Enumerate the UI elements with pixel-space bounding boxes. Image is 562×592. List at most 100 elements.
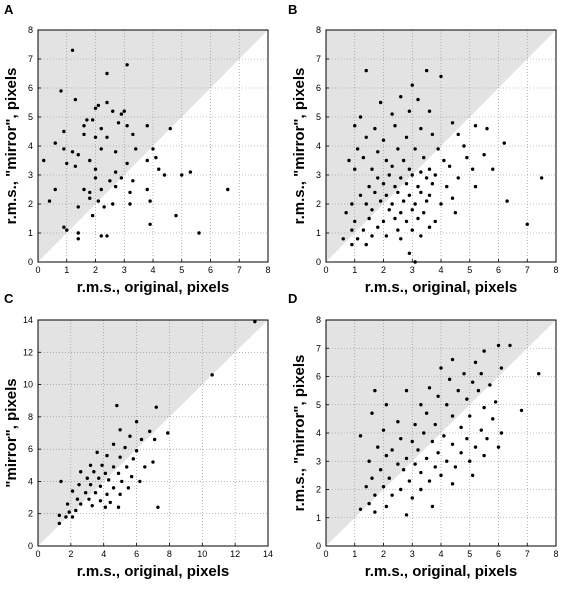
panel-a-point-49 — [88, 190, 92, 195]
panel-d-point-51 — [416, 448, 420, 452]
panel-c-xtick-label-0: 0 — [35, 549, 40, 559]
panel-b-point-8 — [390, 112, 394, 116]
panel-c-point-42 — [93, 491, 98, 495]
panel-a-point-70 — [76, 231, 80, 235]
panel-a-point-43 — [93, 176, 98, 180]
panel-d-point-27 — [424, 411, 429, 415]
panel-c-point-40 — [70, 489, 75, 493]
panel-d-point-50 — [390, 448, 394, 452]
panel-c-point-44 — [118, 492, 122, 497]
panel-d-ytick-label-7: 7 — [316, 343, 321, 353]
panel-d: 0 1 2 3 4 5 6 7 8 0 1 2 3 4 5 6 7 8 r.m.s., original, pixe… — [288, 291, 559, 580]
panel-c-point-38 — [111, 486, 116, 490]
panel-b-point-59 — [416, 184, 420, 189]
panel-a-xtick-label-8: 8 — [265, 265, 270, 275]
panel-d-point-72 — [407, 479, 412, 483]
panel-a-point-36 — [93, 167, 98, 171]
panel-d-ytick-label-6: 6 — [316, 372, 321, 382]
panel-b-point-99 — [410, 228, 414, 232]
panel-d-xtick-label-1: 1 — [352, 549, 357, 559]
panel-b-ytick-label-6: 6 — [316, 83, 321, 93]
panel-c-point-21 — [111, 465, 116, 469]
panel-b-point-64 — [373, 190, 377, 195]
panel-b-point-87 — [353, 219, 357, 224]
panel-b-point-106 — [419, 234, 423, 238]
panel-a-point-69 — [65, 228, 69, 232]
panel-b-point-52 — [433, 173, 437, 177]
panel-d-ytick-label-8: 8 — [316, 315, 321, 325]
panel-a-point-8 — [111, 109, 115, 113]
panel-b-point-24 — [376, 150, 380, 154]
panel-c-point-25 — [92, 470, 96, 474]
panel-a-point-48 — [82, 187, 86, 192]
panel-b-point-67 — [407, 193, 412, 197]
panel-d-point-67 — [419, 470, 423, 475]
panel-b-point-70 — [450, 196, 455, 200]
panel-a-point-9 — [122, 109, 126, 113]
panel-b-point-65 — [384, 193, 389, 197]
panel-b-point-79 — [439, 202, 443, 206]
panel-b-point-18 — [381, 138, 386, 142]
panel-d-ytick-label-2: 2 — [316, 485, 321, 495]
panel-a-xtick-label-5: 5 — [179, 265, 184, 275]
panel-d-point-0 — [496, 343, 501, 348]
panel-b-point-82 — [387, 208, 391, 212]
panel-b-point-80 — [344, 211, 348, 215]
panel-a-ytick-label-4: 4 — [28, 141, 33, 151]
panel-c: 0 2 4 6 8 10 12 14 0 2 4 6 8 10 12 14 r.m.s., original, … — [3, 291, 273, 580]
panel-d-point-45 — [430, 439, 435, 444]
panel-a-point-3 — [59, 89, 63, 93]
panel-b-point-57 — [393, 184, 397, 189]
panel-b-point-88 — [367, 216, 371, 221]
panel-b-point-63 — [358, 193, 363, 197]
panel-d-ytick-label-3: 3 — [316, 456, 321, 466]
panel-a-xtick-label-2: 2 — [93, 265, 98, 275]
panel-a-point-66 — [174, 213, 178, 218]
panel-c-point-36 — [88, 482, 93, 487]
panel-c-point-39 — [126, 486, 131, 490]
panel-c-point-53 — [116, 505, 121, 509]
panel-d-point-86 — [373, 510, 377, 514]
panel-c-point-28 — [129, 474, 134, 479]
panel-a-point-18 — [62, 129, 66, 134]
panel-b-xtick-label-8: 8 — [553, 265, 558, 275]
panel-c-point-51 — [90, 503, 94, 508]
panel-b-point-78 — [424, 199, 429, 203]
panel-d-point-1 — [508, 343, 512, 348]
panel-c-point-6 — [148, 429, 152, 434]
panel-a-point-47 — [53, 187, 57, 192]
panel-a-point-54 — [47, 199, 52, 203]
panel-a-point-37 — [113, 170, 118, 174]
panel-c-point-14 — [95, 450, 99, 455]
panel-b-point-22 — [485, 126, 489, 131]
panel-a-point-40 — [154, 155, 158, 160]
panel-b-point-32 — [384, 158, 389, 163]
panel-d-point-65 — [378, 468, 383, 472]
panel-b-point-81 — [370, 208, 374, 212]
panel-a-point-28 — [88, 158, 92, 163]
panel-d-point-53 — [459, 451, 463, 455]
panel-a-point-74 — [197, 231, 201, 235]
panel-b-point-37 — [482, 153, 486, 157]
panel-d-point-12 — [488, 383, 492, 387]
panel-b-point-44 — [447, 164, 452, 168]
panel-d-point-14 — [456, 388, 460, 393]
panel-c-point-52 — [103, 505, 108, 509]
panel-b-point-46 — [491, 167, 495, 171]
panel-c-frame — [37, 319, 269, 547]
panel-d-point-73 — [427, 479, 432, 483]
panel-b-point-73 — [364, 202, 368, 206]
panel-b-point-104 — [384, 234, 389, 238]
panel-b-point-48 — [387, 173, 391, 177]
panel-b-xtick-label-5: 5 — [467, 265, 472, 275]
panel-b-point-55 — [367, 184, 371, 189]
panel-a-ytick-label-2: 2 — [28, 199, 33, 209]
panel-d-point-54 — [482, 453, 486, 458]
panel-b-point-93 — [433, 219, 437, 224]
panel-d-point-18 — [436, 394, 440, 398]
panel-d-point-80 — [390, 493, 394, 497]
panel-b-point-71 — [505, 199, 509, 203]
panel-b-y-axis-label: r.m.s., "mirror", pixels — [291, 68, 308, 225]
panel-d-xtick-label-6: 6 — [496, 549, 501, 559]
